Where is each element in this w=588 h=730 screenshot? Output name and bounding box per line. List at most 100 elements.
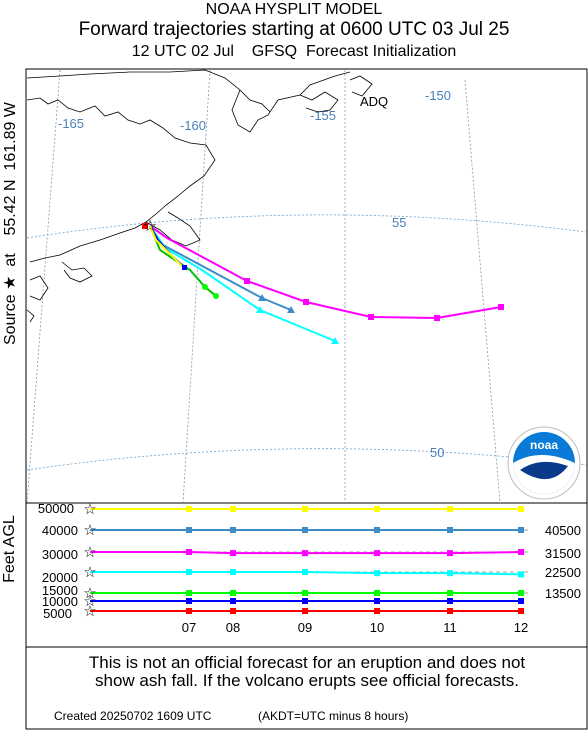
trajectory-markers	[182, 265, 504, 344]
adq-label: ADQ	[360, 94, 388, 109]
timezone-note: (AKDT=UTC minus 8 hours)	[258, 709, 409, 723]
height-series-point	[518, 527, 524, 533]
time-tick-label: 09	[298, 620, 312, 635]
lon-label: -165	[58, 116, 84, 131]
lat-label: 55	[392, 215, 406, 230]
height-series: ☆☆☆☆☆☆☆	[83, 500, 524, 620]
height-ref-label: 22500	[545, 565, 581, 580]
height-tick-label: 50000	[38, 501, 74, 516]
height-series-point	[518, 506, 524, 512]
source-star-icon: ☆	[143, 216, 157, 235]
disclaimer-frame	[25, 646, 588, 730]
height-ref-label: 13500	[545, 586, 581, 601]
time-tick-label: 10	[370, 620, 384, 635]
height-series-point	[186, 506, 192, 512]
height-series-point	[447, 550, 453, 557]
red-trajectory-marker	[142, 223, 148, 229]
height-series-point	[186, 590, 192, 596]
meridian-150	[464, 79, 501, 504]
height-tick-label: 5000	[43, 606, 72, 621]
lat-label: 50	[430, 445, 444, 460]
height-series-point	[447, 590, 453, 596]
height-series-point	[302, 506, 308, 512]
height-series-point	[186, 527, 192, 533]
trajectory-steelblue	[149, 225, 292, 311]
lon-label: -160	[180, 118, 206, 133]
height-tick-label: 15000	[42, 583, 78, 598]
height-series-point	[230, 527, 236, 533]
noaa-logo-text: noaa	[530, 438, 558, 452]
height-series-point	[374, 527, 380, 533]
height-guides	[90, 529, 530, 594]
height-series-point	[374, 608, 380, 614]
height-series-point	[518, 608, 524, 614]
height-ref-label: 40500	[545, 523, 581, 538]
source-star-icon: ☆	[83, 584, 96, 602]
time-tick-label: 08	[226, 620, 240, 635]
created-timestamp: Created 20250702 1609 UTC	[54, 709, 212, 723]
height-series-point	[230, 590, 236, 596]
noaa-logo: noaa	[507, 426, 581, 500]
height-series-point	[374, 598, 380, 604]
source-star-icon: ☆	[83, 500, 96, 518]
height-series-point	[447, 608, 453, 614]
source-star-icon: ☆	[83, 521, 96, 539]
height-tick-label: 40000	[42, 523, 78, 538]
height-ref-label: 31500	[545, 546, 581, 561]
height-series-point	[230, 598, 236, 604]
meridian-165	[26, 69, 61, 504]
source-star-icon: ☆	[83, 563, 96, 581]
trajectory-yellow	[149, 225, 183, 267]
height-series-point	[447, 570, 453, 577]
forecast-init-title: 12 UTC 02 Jul GFSQ Forecast Initializati…	[131, 43, 457, 60]
meridian-160	[182, 69, 211, 504]
model-title: NOAA HYSPLIT MODEL	[205, 1, 383, 18]
height-series-point	[302, 598, 308, 604]
graticule	[26, 69, 587, 504]
trajectory-magenta	[149, 225, 502, 320]
height-series-point	[518, 590, 524, 596]
coastline	[26, 69, 373, 323]
height-series-point	[447, 598, 453, 604]
height-series-point	[230, 550, 236, 557]
height-series-point	[374, 550, 380, 557]
height-series-point	[374, 506, 380, 512]
height-tick-label: 10000	[42, 594, 78, 609]
height-series-point	[302, 569, 308, 575]
height-series-point	[518, 598, 524, 604]
time-tick-label: 12	[514, 620, 528, 635]
height-series-point	[230, 569, 236, 575]
height-series-point	[186, 549, 192, 555]
trajectories	[149, 225, 502, 342]
lon-label: -150	[425, 88, 451, 103]
height-tick-label: 20000	[42, 570, 78, 585]
height-series-point	[518, 571, 524, 578]
height-series-point	[230, 506, 236, 512]
trajectory-title: Forward trajectories starting at 0600 UT…	[78, 19, 510, 40]
trajectory-cyan	[149, 225, 336, 342]
height-series-point	[447, 506, 453, 512]
map-frame	[25, 68, 588, 504]
source-star-icon: ☆	[83, 592, 96, 610]
time-tick-label: 07	[182, 620, 196, 635]
disclaimer-line-1: This is not an official forecast for an …	[88, 653, 526, 672]
height-series-point	[302, 527, 308, 533]
height-tick-label: 30000	[42, 547, 78, 562]
height-series-point	[374, 590, 380, 596]
height-series-point	[302, 550, 308, 557]
height-series-point	[518, 549, 524, 555]
height-series-point	[302, 590, 308, 596]
source-star-icon: ☆	[83, 543, 96, 561]
height-series-point	[374, 570, 380, 577]
parallel-50	[26, 448, 587, 471]
height-series-point	[447, 527, 453, 533]
parallel-55	[26, 214, 587, 239]
height-series-point	[302, 608, 308, 614]
height-series-point	[230, 608, 236, 614]
source-star-icon: ☆	[83, 602, 96, 620]
time-tick-label: 11	[443, 620, 457, 635]
height-series-point	[186, 598, 192, 604]
height-series-point	[186, 608, 192, 614]
height-series-point	[186, 569, 192, 575]
